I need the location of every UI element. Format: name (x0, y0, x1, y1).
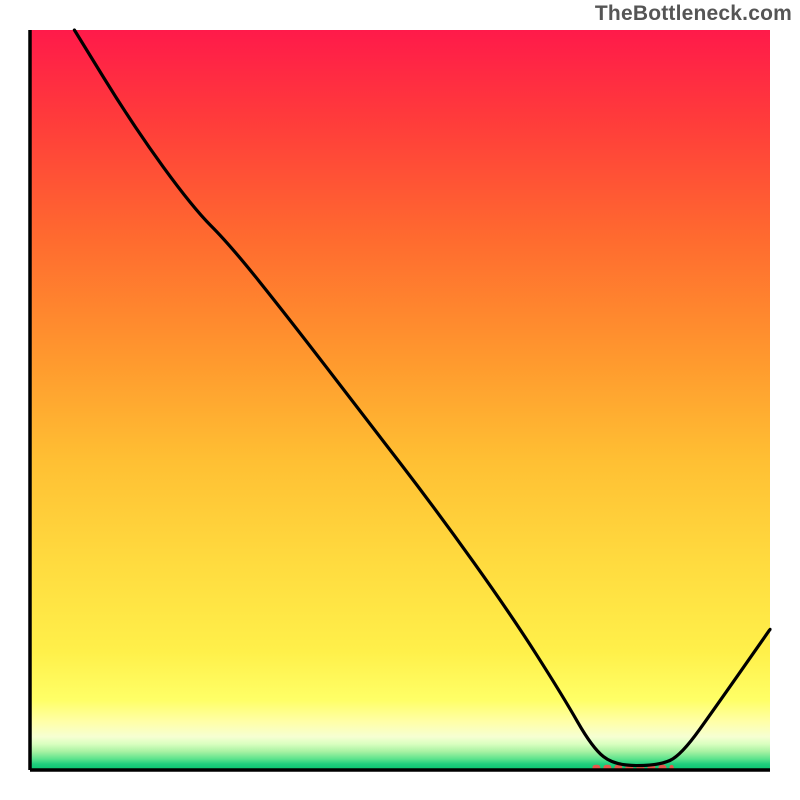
chart-container: TheBottleneck.com (0, 0, 800, 800)
gradient-background (30, 30, 770, 770)
bottleneck-chart (0, 0, 800, 800)
watermark-text: TheBottleneck.com (595, 2, 792, 26)
